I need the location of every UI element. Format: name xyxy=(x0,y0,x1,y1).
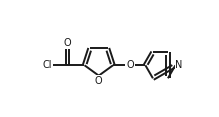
Text: O: O xyxy=(64,38,71,48)
Text: N: N xyxy=(175,60,183,70)
Text: O: O xyxy=(126,60,134,70)
Text: O: O xyxy=(95,76,102,86)
Text: Cl: Cl xyxy=(43,60,52,70)
